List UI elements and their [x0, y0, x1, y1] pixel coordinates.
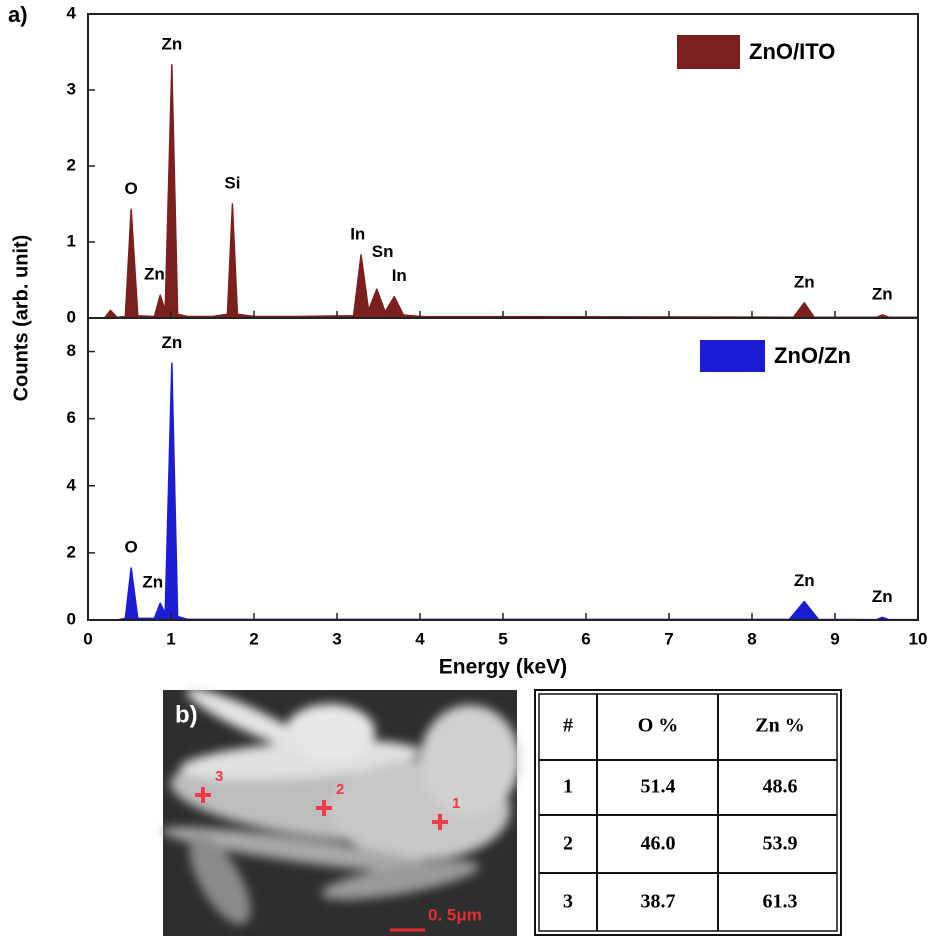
- x-tick-label: 0: [83, 629, 92, 648]
- x-tick-label: 1: [166, 629, 175, 648]
- y-tick-label: 8: [67, 341, 76, 360]
- peak-label: Zn: [794, 571, 815, 590]
- cross-marker: [432, 814, 448, 830]
- peak-label: O: [125, 179, 138, 198]
- panel-label: b): [175, 701, 198, 728]
- table-cell: 1: [563, 776, 573, 798]
- legend-swatch: [677, 35, 740, 69]
- x-tick-label: 9: [830, 629, 839, 648]
- point-label: 2: [336, 781, 344, 798]
- table-cell: 38.7: [641, 891, 676, 913]
- y-tick-label: 6: [67, 408, 76, 427]
- peak-label: O: [125, 537, 138, 556]
- peak-label: In: [392, 266, 407, 285]
- table: # O % Zn % 1 51.4 48.6 2 46.0 53.9 3 38.7 61.3: [563, 715, 805, 913]
- table-frame: [534, 689, 842, 936]
- legend-swatch: [700, 340, 765, 372]
- panel-label: a): [8, 2, 28, 27]
- x-tick-label: 4: [415, 629, 425, 648]
- peak-label: Zn: [794, 272, 815, 291]
- sem-image: [161, 688, 520, 936]
- legend-label: ZnO/Zn: [774, 343, 851, 368]
- y-tick-label: 3: [67, 79, 76, 98]
- table-cell: 53.9: [763, 833, 798, 855]
- table-cell: 48.6: [763, 776, 798, 798]
- legend-label: ZnO/ITO: [749, 39, 835, 64]
- y-tick-label: 4: [67, 475, 77, 494]
- peak-label: Zn: [161, 333, 182, 352]
- x-tick-label: 7: [664, 629, 673, 648]
- peak-label: Si: [224, 173, 240, 192]
- y-tick-label: 4: [67, 3, 77, 22]
- point-label: 1: [452, 795, 460, 812]
- scale-bar-label: 0. 5μm: [428, 905, 482, 924]
- table-cell: 46.0: [641, 833, 676, 855]
- cross-marker: [316, 800, 332, 816]
- peak-label: Zn: [142, 573, 163, 592]
- table-cell: 61.3: [763, 891, 798, 913]
- cross-marker: [195, 787, 211, 803]
- table-header: #: [563, 715, 573, 737]
- x-tick-label: 3: [332, 629, 341, 648]
- peak-label: Zn: [144, 265, 165, 284]
- peak-label: Sn: [372, 242, 394, 261]
- y-axis-title: Counts (arb. unit): [10, 235, 32, 402]
- x-tick-label: 5: [498, 629, 507, 648]
- table-cell: 2: [563, 833, 573, 855]
- peak-label: In: [350, 224, 365, 243]
- peak-label: Zn: [872, 284, 893, 303]
- x-tick-label: 6: [581, 629, 590, 648]
- y-tick-label: 0: [67, 307, 76, 326]
- x-tick-label: 2: [249, 629, 258, 648]
- y-tick-label: 2: [67, 542, 76, 561]
- point-markers: 1 2 3: [195, 768, 460, 830]
- y-tick-label: 1: [67, 231, 76, 250]
- table-cell: 51.4: [641, 776, 676, 798]
- x-axis-title: Energy (keV): [439, 656, 567, 679]
- y-tick-label: 2: [67, 155, 76, 174]
- table-header: O %: [638, 715, 679, 737]
- peak-label: Zn: [161, 34, 182, 53]
- point-label: 3: [215, 768, 223, 785]
- peak-label: Zn: [872, 587, 893, 606]
- table-cell: 3: [563, 891, 573, 913]
- y-tick-label: 0: [67, 609, 76, 628]
- table-header: Zn %: [755, 715, 804, 737]
- x-tick-label: 10: [909, 629, 928, 648]
- x-tick-label: 8: [747, 629, 756, 648]
